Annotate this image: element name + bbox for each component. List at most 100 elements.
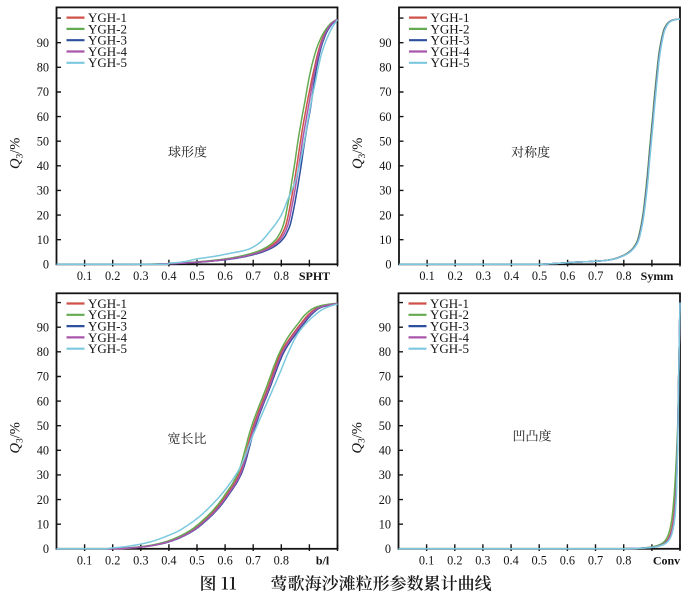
svg-text:YGH-3: YGH-3 [88,33,127,48]
svg-text:YGH-4: YGH-4 [431,44,470,59]
svg-text:0.4: 0.4 [161,553,176,567]
svg-text:0.6: 0.6 [560,553,575,567]
svg-text:50: 50 [379,134,391,148]
svg-text:0.8: 0.8 [616,269,631,283]
svg-text:20: 20 [37,208,49,222]
svg-text:0.2: 0.2 [105,269,120,283]
svg-text:90: 90 [379,320,391,334]
svg-text:Q3/%: Q3/% [8,138,26,169]
svg-text:Q3/%: Q3/% [350,422,368,453]
svg-text:YGH-2: YGH-2 [88,21,127,36]
svg-text:0.5: 0.5 [532,269,547,283]
svg-text:30: 30 [37,184,49,198]
svg-text:0.5: 0.5 [532,553,547,567]
svg-text:70: 70 [379,370,391,384]
svg-text:0.4: 0.4 [503,553,518,567]
svg-text:0.8: 0.8 [616,553,631,567]
svg-text:YGH-5: YGH-5 [88,341,127,356]
svg-text:0.6: 0.6 [217,553,232,567]
svg-text:0.7: 0.7 [588,553,603,567]
svg-text:0.3: 0.3 [475,553,490,567]
svg-text:50: 50 [37,419,49,433]
svg-text:50: 50 [37,134,49,148]
svg-text:YGH-1: YGH-1 [430,296,469,311]
svg-text:YGH-4: YGH-4 [88,330,127,345]
svg-text:20: 20 [37,493,49,507]
svg-text:0: 0 [43,542,49,556]
svg-text:YGH-5: YGH-5 [430,341,469,356]
svg-text:70: 70 [37,370,49,384]
svg-text:80: 80 [37,345,49,359]
svg-text:b/l: b/l [316,553,330,567]
svg-text:0.4: 0.4 [161,269,176,283]
svg-text:0.3: 0.3 [476,269,491,283]
svg-text:60: 60 [379,110,391,124]
svg-text:0.4: 0.4 [504,269,519,283]
svg-text:70: 70 [37,85,49,99]
svg-text:20: 20 [379,493,391,507]
svg-text:10: 10 [379,233,391,247]
svg-text:0.5: 0.5 [189,553,204,567]
svg-text:Q3/%: Q3/% [350,138,368,169]
svg-text:0.1: 0.1 [77,553,92,567]
svg-text:0.8: 0.8 [274,269,289,283]
svg-text:0.1: 0.1 [419,269,434,283]
svg-text:60: 60 [37,110,49,124]
svg-text:0.7: 0.7 [246,553,261,567]
svg-text:40: 40 [379,159,391,173]
svg-text:SPHT: SPHT [299,269,330,283]
svg-text:0.5: 0.5 [189,269,204,283]
svg-text:0.7: 0.7 [588,269,603,283]
svg-text:YGH-1: YGH-1 [431,10,470,25]
svg-text:50: 50 [379,419,391,433]
svg-text:YGH-3: YGH-3 [431,33,470,48]
svg-text:40: 40 [37,159,49,173]
svg-text:YGH-4: YGH-4 [88,44,127,59]
svg-text:80: 80 [37,61,49,75]
svg-text:90: 90 [37,36,49,50]
svg-text:40: 40 [37,444,49,458]
svg-text:10: 10 [379,517,391,531]
svg-text:80: 80 [379,345,391,359]
svg-text:0.2: 0.2 [448,269,463,283]
svg-text:0.1: 0.1 [77,269,92,283]
svg-text:10: 10 [37,517,49,531]
svg-text:YGH-5: YGH-5 [431,55,470,70]
svg-text:YGH-5: YGH-5 [88,55,127,70]
svg-text:YGH-4: YGH-4 [430,330,469,345]
svg-text:0.6: 0.6 [217,269,232,283]
svg-text:0: 0 [385,542,391,556]
svg-text:0.3: 0.3 [133,553,148,567]
svg-text:70: 70 [379,85,391,99]
svg-text:0: 0 [43,258,49,272]
svg-text:0: 0 [385,258,391,272]
svg-text:20: 20 [379,208,391,222]
svg-text:0.1: 0.1 [419,553,434,567]
svg-text:30: 30 [379,184,391,198]
svg-text:YGH-1: YGH-1 [88,296,127,311]
svg-text:90: 90 [379,36,391,50]
svg-text:80: 80 [379,61,391,75]
svg-text:0.6: 0.6 [560,269,575,283]
svg-text:Q3/%: Q3/% [8,422,26,453]
svg-text:0.8: 0.8 [274,553,289,567]
svg-text:YGH-1: YGH-1 [88,10,127,25]
svg-text:YGH-3: YGH-3 [430,319,469,334]
svg-text:Symm: Symm [641,269,674,283]
svg-text:0.2: 0.2 [105,553,120,567]
svg-text:60: 60 [379,394,391,408]
svg-text:YGH-2: YGH-2 [88,307,127,322]
svg-text:60: 60 [37,394,49,408]
svg-text:10: 10 [37,233,49,247]
svg-text:Conv: Conv [653,553,680,567]
svg-text:YGH-3: YGH-3 [88,319,127,334]
svg-text:YGH-2: YGH-2 [430,307,469,322]
svg-text:YGH-2: YGH-2 [431,21,470,36]
svg-text:0.3: 0.3 [133,269,148,283]
svg-text:30: 30 [37,468,49,482]
svg-text:30: 30 [379,468,391,482]
svg-text:0.7: 0.7 [246,269,261,283]
svg-text:0.2: 0.2 [447,553,462,567]
svg-text:40: 40 [379,444,391,458]
svg-text:90: 90 [37,320,49,334]
